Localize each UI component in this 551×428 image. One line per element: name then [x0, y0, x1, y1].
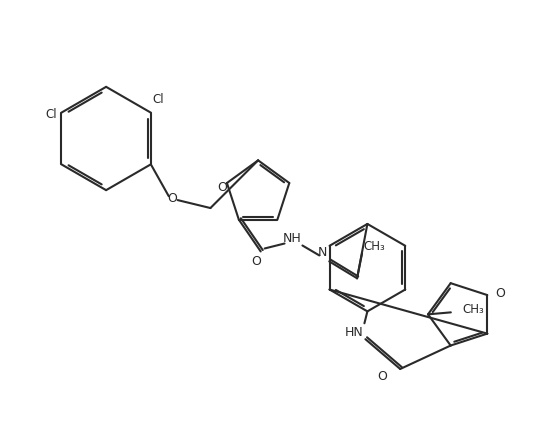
Text: NH: NH [283, 232, 302, 245]
Text: O: O [377, 371, 387, 383]
Text: Cl: Cl [46, 108, 57, 121]
Text: CH₃: CH₃ [363, 240, 385, 253]
Text: Cl: Cl [153, 93, 164, 106]
Text: O: O [168, 192, 177, 205]
Text: O: O [217, 181, 227, 194]
Text: O: O [251, 255, 261, 268]
Text: HN: HN [345, 326, 364, 339]
Text: CH₃: CH₃ [463, 303, 484, 316]
Text: N: N [317, 246, 327, 259]
Text: O: O [495, 287, 505, 300]
